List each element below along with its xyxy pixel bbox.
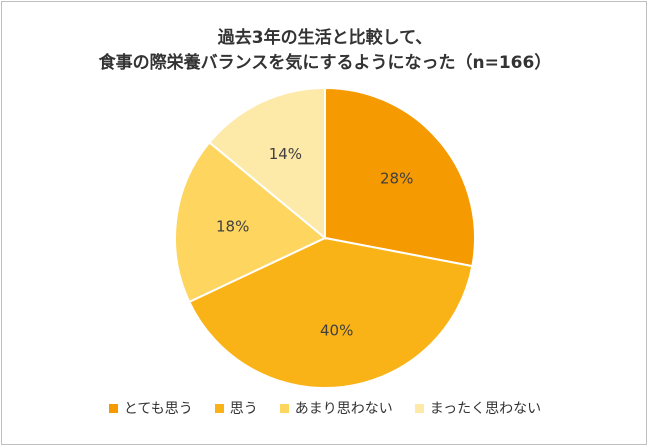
legend-label-mattaku-omowanai: まったく思わない — [429, 401, 542, 417]
legend-item-mattaku-omowanai: まったく思わない — [414, 398, 542, 418]
legend-item-amari-omowanai: あまり思わない — [279, 398, 393, 418]
legend-item-omou: 思う — [214, 398, 258, 418]
pie-slice-mattaku-omowanai — [208, 86, 326, 241]
legend-label-amari-omowanai: あまり思わない — [294, 401, 393, 417]
pie-slice-amari-omowanai — [174, 140, 327, 304]
data-label-amari-omowanai: 18% — [216, 217, 249, 235]
legend-label-totemo-omou: とても思う — [123, 401, 193, 417]
pie-slice-omou — [187, 236, 474, 389]
legend: とても思う 思う あまり思わない まったく思わない — [0, 398, 650, 418]
legend-swatch-amari-omowanai — [279, 403, 289, 413]
chart-title-line-1: 過去3年の生活と比較して、 — [217, 28, 433, 48]
pie-slice-totemo-omou — [324, 86, 476, 268]
chart-title-line-2: 食事の際栄養バランスを気にするようになった（n=166） — [98, 53, 552, 73]
legend-swatch-totemo-omou — [108, 403, 118, 413]
data-label-omou: 40% — [320, 321, 353, 339]
chart-title: 過去3年の生活と比較して、 食事の際栄養バランスを気にするようになった（n=16… — [0, 26, 650, 76]
legend-swatch-mattaku-omowanai — [414, 403, 424, 413]
data-label-mattaku-omowanai: 14% — [269, 145, 302, 163]
legend-label-omou: 思う — [229, 401, 258, 417]
legend-swatch-omou — [214, 403, 224, 413]
legend-item-totemo-omou: とても思う — [108, 398, 193, 418]
data-label-totemo-omou: 28% — [380, 170, 413, 188]
